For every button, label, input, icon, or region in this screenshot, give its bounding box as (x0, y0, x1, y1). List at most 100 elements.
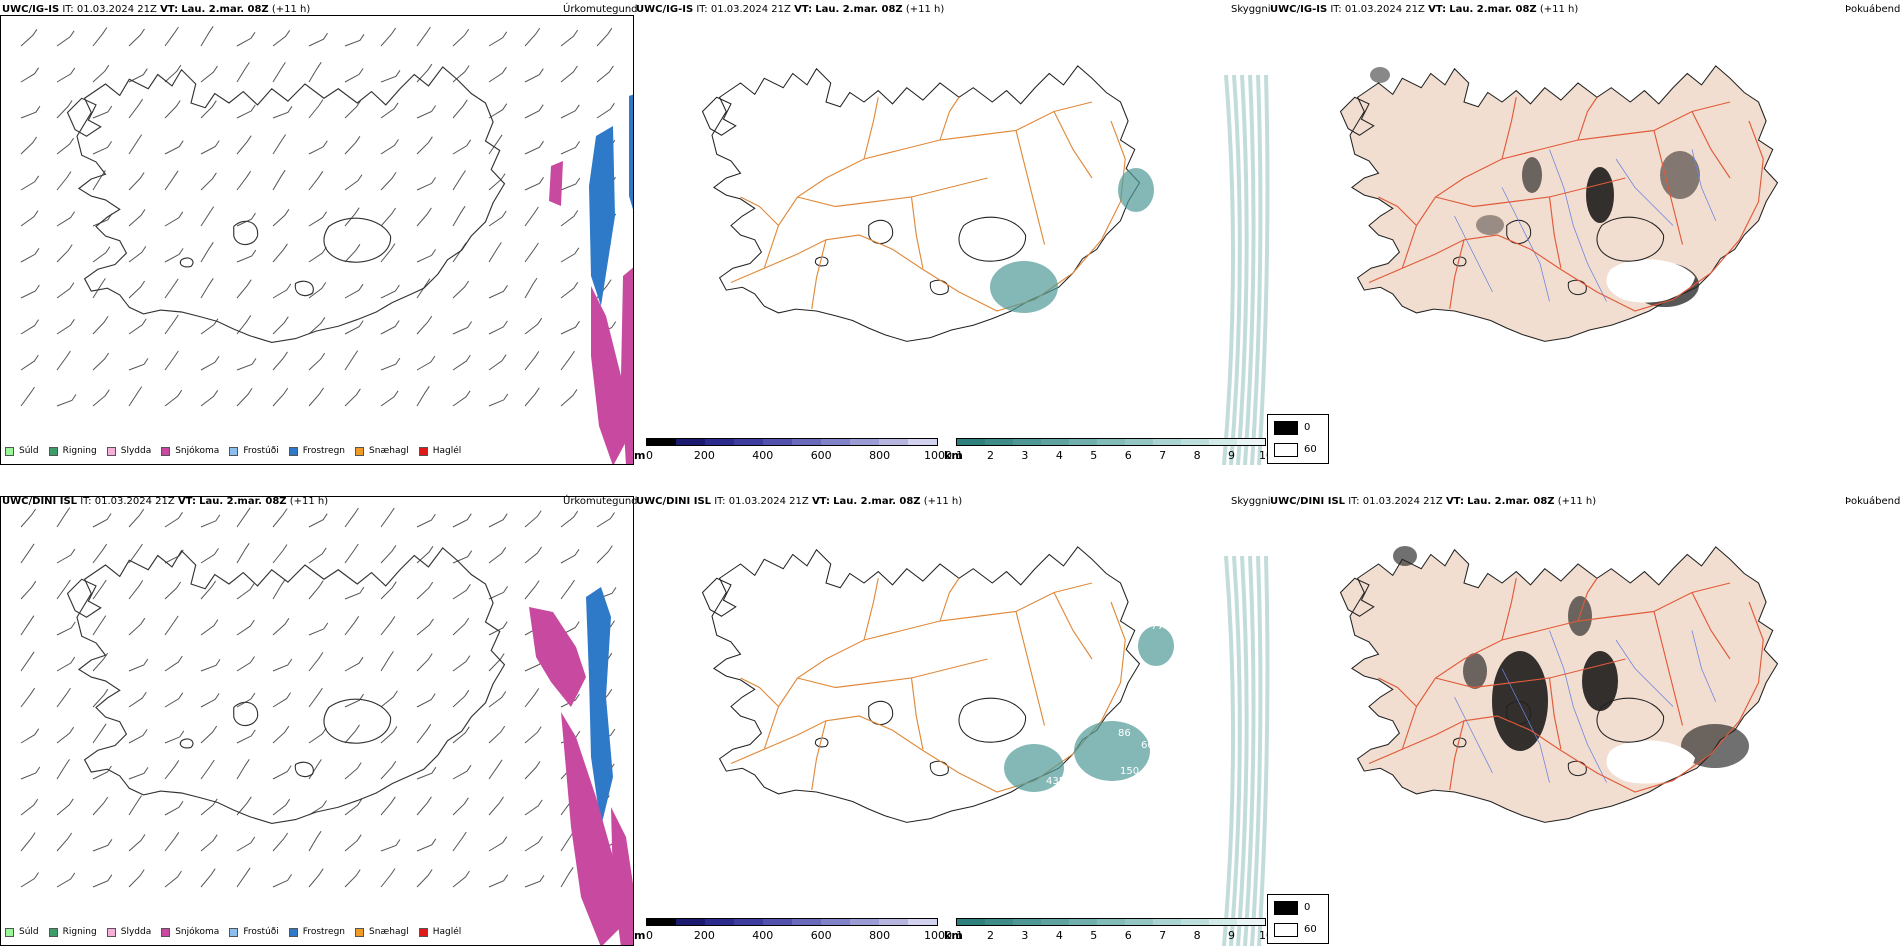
legend-label: Haglél (432, 927, 462, 937)
colorbar-tick-label: 5 (1090, 929, 1098, 942)
wind-barb (128, 617, 146, 636)
wind-barb (488, 691, 507, 708)
wind-barb (272, 106, 293, 119)
wind-barb (416, 618, 434, 636)
wind-barb (164, 512, 183, 528)
colorbar-segment (1153, 919, 1181, 925)
wind-barb (344, 762, 362, 780)
wind-barb (200, 798, 218, 816)
colorbar-segment (676, 919, 705, 925)
title-cloud-row2: Skyggni (1231, 496, 1271, 507)
visibility-band (1236, 74, 1249, 465)
colorbar-segment (792, 439, 821, 445)
colorbar-segment (821, 439, 850, 445)
wind-barb (488, 242, 502, 263)
wind-barb (596, 27, 613, 47)
wind-barb (344, 798, 363, 816)
wind-barb (128, 172, 145, 191)
wind-barb (236, 619, 255, 636)
legend-item: Súld (5, 446, 39, 456)
wind-barb (308, 652, 324, 672)
glacier-outline (1452, 737, 1467, 748)
coastline (1349, 65, 1779, 342)
wind-barb (200, 693, 220, 708)
wind-barb (20, 67, 40, 83)
legend-label: Súld (19, 446, 39, 456)
wind-barb (272, 169, 286, 191)
wind-barb (128, 134, 143, 155)
legend-label: Rigning (62, 927, 97, 937)
colorbar-segment (1069, 439, 1097, 445)
wind-barb (488, 759, 503, 780)
wind-barb (200, 390, 219, 407)
glacier-outline (323, 698, 392, 744)
legend-label: Frostregn (302, 927, 346, 937)
wind-barb (200, 242, 214, 263)
wind-barb (164, 832, 180, 852)
wind-barb (20, 832, 36, 852)
wind-barb (416, 63, 433, 83)
precip-area (629, 94, 633, 210)
wind-barb (236, 759, 250, 780)
road-line (740, 677, 779, 707)
wind-barb (452, 831, 467, 852)
wind-barb (92, 27, 108, 47)
road-line (910, 196, 924, 269)
wind-barb (308, 317, 326, 335)
wind-barb (308, 513, 328, 528)
wind-barb (164, 801, 184, 816)
road-line (1368, 601, 1764, 793)
wind-barb (20, 508, 37, 528)
colorbar-segment (1125, 919, 1153, 925)
legend-swatch (418, 446, 428, 456)
wind-barb (524, 580, 540, 600)
wind-barb (128, 658, 149, 672)
visibility-band (1243, 74, 1256, 465)
wind-barb (56, 656, 76, 672)
wind-barb (488, 285, 508, 299)
wind-barb (200, 278, 214, 299)
wind-barb (236, 358, 257, 371)
wind-barb (92, 765, 112, 780)
wind-barb (236, 104, 256, 119)
colorbar-tick-label: 5 (1090, 449, 1098, 462)
wind-barb (596, 512, 615, 528)
wind-barb (380, 760, 397, 780)
low-visibility-area (1118, 168, 1154, 212)
colorbar-segment (1013, 919, 1041, 925)
wind-barb (128, 580, 144, 600)
wind-barb (596, 102, 615, 119)
low-visibility-area (990, 261, 1058, 313)
wind-barb (560, 320, 580, 335)
wind-barb (272, 765, 292, 780)
cloud-base-label: 498 (1176, 626, 1195, 637)
coastline-westfjords (701, 577, 737, 617)
wind-barb (524, 836, 543, 852)
wind-barb (380, 651, 394, 672)
wind-barb (272, 544, 288, 564)
legend-swatch (229, 446, 239, 456)
wind-barb (272, 692, 292, 708)
wind-barb (488, 66, 507, 83)
wind-barb (524, 27, 541, 47)
wind-barb (308, 62, 322, 83)
visibility-band (1229, 74, 1242, 465)
wind-barb (56, 726, 75, 744)
wind-barb (308, 830, 322, 852)
wind-barb (344, 869, 361, 888)
colorbar-tick-label: 6 (1124, 929, 1132, 942)
wind-barb (164, 760, 180, 780)
legend-item: Rigning (48, 927, 97, 937)
wind-barb (200, 140, 220, 155)
visibility-band (1236, 555, 1249, 946)
coastline-westfjords (66, 97, 102, 137)
wind-barb (236, 315, 252, 335)
wind-barb (164, 314, 179, 335)
wind-barb (344, 320, 364, 335)
legend-swatch (355, 927, 365, 937)
river-line (1615, 158, 1674, 226)
colorbar-segment (792, 919, 821, 925)
road-line (811, 239, 827, 310)
colorbar-tick-label: 3 (1021, 929, 1029, 942)
legend-item: Snæhagl (355, 446, 409, 456)
